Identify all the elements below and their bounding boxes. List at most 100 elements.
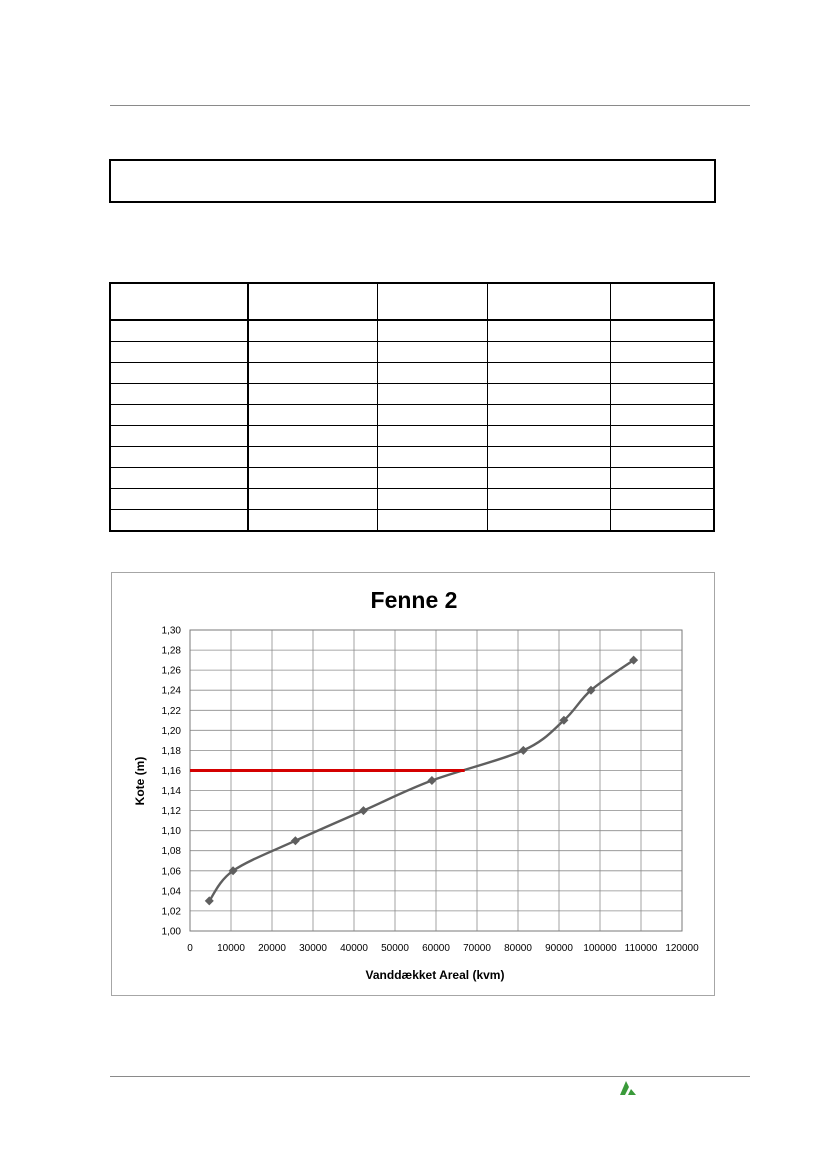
table-cell xyxy=(609,509,715,532)
table-cell xyxy=(376,383,488,405)
x-tick-label: 20000 xyxy=(258,943,286,954)
table-cell xyxy=(609,467,715,489)
table-cell xyxy=(376,319,488,342)
table-cell xyxy=(486,383,611,405)
table-cell xyxy=(247,488,378,510)
table-cell xyxy=(486,509,611,532)
data-point xyxy=(290,836,300,846)
x-axis-label: Vanddækket Areal (kvm) xyxy=(366,968,505,982)
table-cell xyxy=(247,425,378,447)
table-cell xyxy=(376,446,488,468)
y-tick-label: 1,22 xyxy=(162,706,182,717)
data-point xyxy=(518,745,528,755)
table-cell xyxy=(486,362,611,384)
y-tick-label: 1,20 xyxy=(162,726,182,737)
table-cell xyxy=(486,467,611,489)
plot-border xyxy=(189,629,683,932)
table-row xyxy=(109,467,715,489)
table-cell xyxy=(486,404,611,426)
table-cell xyxy=(609,404,715,426)
table-cell xyxy=(486,446,611,468)
data-point xyxy=(204,896,214,906)
table-row xyxy=(109,509,715,532)
y-tick-label: 1,24 xyxy=(162,686,182,697)
table-cell xyxy=(376,509,488,532)
data-table xyxy=(109,282,715,532)
table-row xyxy=(109,319,715,342)
table-cell xyxy=(247,509,378,532)
table-cell xyxy=(486,282,611,321)
table-cell xyxy=(609,319,715,342)
table-cell xyxy=(109,319,249,342)
x-tick-label: 50000 xyxy=(381,943,409,954)
table-cell xyxy=(109,404,249,426)
y-tick-label: 1,08 xyxy=(162,846,182,857)
table-cell xyxy=(109,425,249,447)
series-line xyxy=(208,659,635,902)
x-tick-label: 10000 xyxy=(217,943,245,954)
y-tick-label: 1,04 xyxy=(162,886,182,897)
y-tick-label: 1,10 xyxy=(162,826,182,837)
title-box xyxy=(109,159,716,203)
table-row xyxy=(109,362,715,384)
table-cell xyxy=(109,446,249,468)
table-cell xyxy=(376,341,488,363)
table-row xyxy=(109,488,715,510)
table-cell xyxy=(247,362,378,384)
table-cell xyxy=(109,282,249,321)
x-tick-label: 70000 xyxy=(463,943,491,954)
x-tick-label: 40000 xyxy=(340,943,368,954)
table-cell xyxy=(109,467,249,489)
table-cell xyxy=(609,446,715,468)
line-chart: Fenne 2 Vanddækket Areal (kvm) Kote (m) … xyxy=(133,587,700,982)
header-rule xyxy=(110,105,750,106)
table-cell xyxy=(247,467,378,489)
table-cell xyxy=(609,362,715,384)
table-cell xyxy=(109,488,249,510)
table-header-row xyxy=(109,282,715,321)
table-cell xyxy=(247,341,378,363)
data-point xyxy=(228,866,238,876)
table-cell xyxy=(109,341,249,363)
table-cell xyxy=(109,362,249,384)
table-cell xyxy=(376,425,488,447)
y-tick-label: 1,02 xyxy=(162,906,182,917)
table-cell xyxy=(109,509,249,532)
y-tick-label: 1,28 xyxy=(162,646,182,657)
table-cell xyxy=(247,446,378,468)
table-cell xyxy=(376,404,488,426)
y-tick-label: 1,12 xyxy=(162,806,182,817)
y-tick-label: 1,14 xyxy=(162,786,182,797)
table-cell xyxy=(376,467,488,489)
data-point xyxy=(586,685,596,695)
x-tick-label: 100000 xyxy=(583,943,617,954)
data-point xyxy=(358,806,368,816)
x-tick-label: 80000 xyxy=(504,943,532,954)
y-tick-label: 1,26 xyxy=(162,666,182,677)
chart-frame: Fenne 2 Vanddækket Areal (kvm) Kote (m) … xyxy=(111,572,715,996)
y-tick-label: 1,18 xyxy=(162,746,182,757)
x-tick-label: 110000 xyxy=(625,943,658,954)
table-cell xyxy=(609,488,715,510)
data-point xyxy=(427,776,437,785)
table-cell xyxy=(609,425,715,447)
footer-rule xyxy=(110,1076,750,1077)
x-tick-label: 60000 xyxy=(422,943,450,954)
table-cell xyxy=(109,383,249,405)
x-tick-label: 120000 xyxy=(665,943,699,954)
table-row xyxy=(109,425,715,447)
plot-area: 1,00 1,02 1,04 1,06 1,08 1,10 1,12 1,14 1,16 1,18… xyxy=(162,626,700,955)
table-cell xyxy=(376,488,488,510)
table-cell xyxy=(376,282,488,321)
table-row xyxy=(109,404,715,426)
table-row xyxy=(109,341,715,363)
data-point xyxy=(629,655,639,665)
table-cell xyxy=(247,319,378,342)
y-tick-label: 1,16 xyxy=(162,766,182,777)
table-row xyxy=(109,383,715,405)
y-tick-label: 1,06 xyxy=(162,866,182,877)
table-row xyxy=(109,446,715,468)
table-cell xyxy=(609,341,715,363)
table-cell xyxy=(486,319,611,342)
table-cell xyxy=(247,383,378,405)
